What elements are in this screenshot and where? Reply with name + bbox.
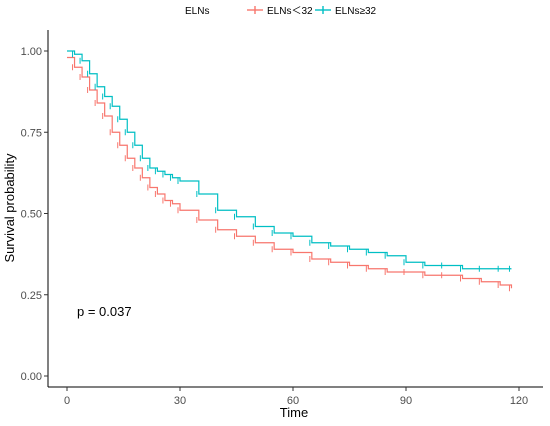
x-axis-title: Time: [280, 405, 308, 420]
legend-label-1: ELNs≥32: [335, 6, 377, 17]
survival-curves: [67, 50, 513, 292]
y-tick-label: 0.75: [21, 127, 42, 139]
y-tick-label: 0.00: [21, 371, 42, 383]
legend-label-0: ELNs＜32: [267, 6, 313, 17]
y-tick-label: 1.00: [21, 46, 42, 58]
y-tick-label: 0.25: [21, 290, 42, 302]
x-tick-label: 60: [287, 395, 299, 407]
legend: ELNs ELNs＜32 ELNs≥32: [185, 6, 377, 17]
legend-title: ELNs: [185, 6, 209, 17]
y-tick-label: 0.50: [21, 209, 42, 221]
x-ticks: 0 30 60 90 120: [64, 387, 528, 407]
y-ticks: 0.00 0.25 0.50 0.75 1.00: [21, 46, 48, 383]
p-value-annotation: p = 0.037: [77, 304, 132, 319]
x-tick-label: 120: [510, 395, 528, 407]
curve-series-1: [67, 50, 512, 270]
x-tick-label: 90: [400, 395, 412, 407]
x-tick-label: 0: [64, 395, 70, 407]
x-tick-label: 30: [174, 395, 186, 407]
curve-series-0: [67, 56, 513, 289]
y-axis-title: Survival probability: [2, 153, 17, 263]
